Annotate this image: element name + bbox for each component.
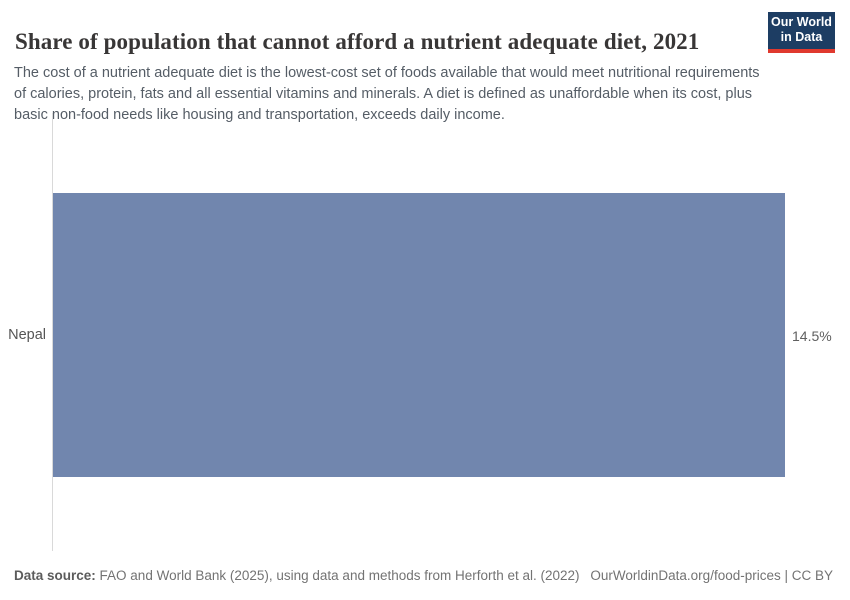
owid-logo[interactable]: Our World in Data (768, 12, 835, 53)
owid-logo-line2: in Data (780, 30, 823, 44)
bar-track (53, 193, 785, 477)
owid-logo-accent-bar (768, 49, 835, 53)
data-source-text: FAO and World Bank (2025), using data an… (99, 568, 580, 583)
owid-logo-line1: Our World (771, 15, 832, 29)
data-source-label: Data source: (14, 568, 96, 583)
page-title: Share of population that cannot afford a… (15, 29, 700, 55)
entity-label-nepal: Nepal (8, 327, 46, 343)
data-source-note: Data source: FAO and World Bank (2025), … (14, 568, 580, 583)
value-label-nepal: 14.5% (792, 328, 832, 344)
owid-logo-box: Our World in Data (768, 12, 835, 49)
owid-footer-link[interactable]: OurWorldinData.org/food-prices | CC BY (590, 568, 833, 583)
chart-subtitle: The cost of a nutrient adequate diet is … (14, 64, 760, 123)
bar-nepal[interactable] (53, 193, 785, 477)
y-axis-line (52, 113, 53, 551)
